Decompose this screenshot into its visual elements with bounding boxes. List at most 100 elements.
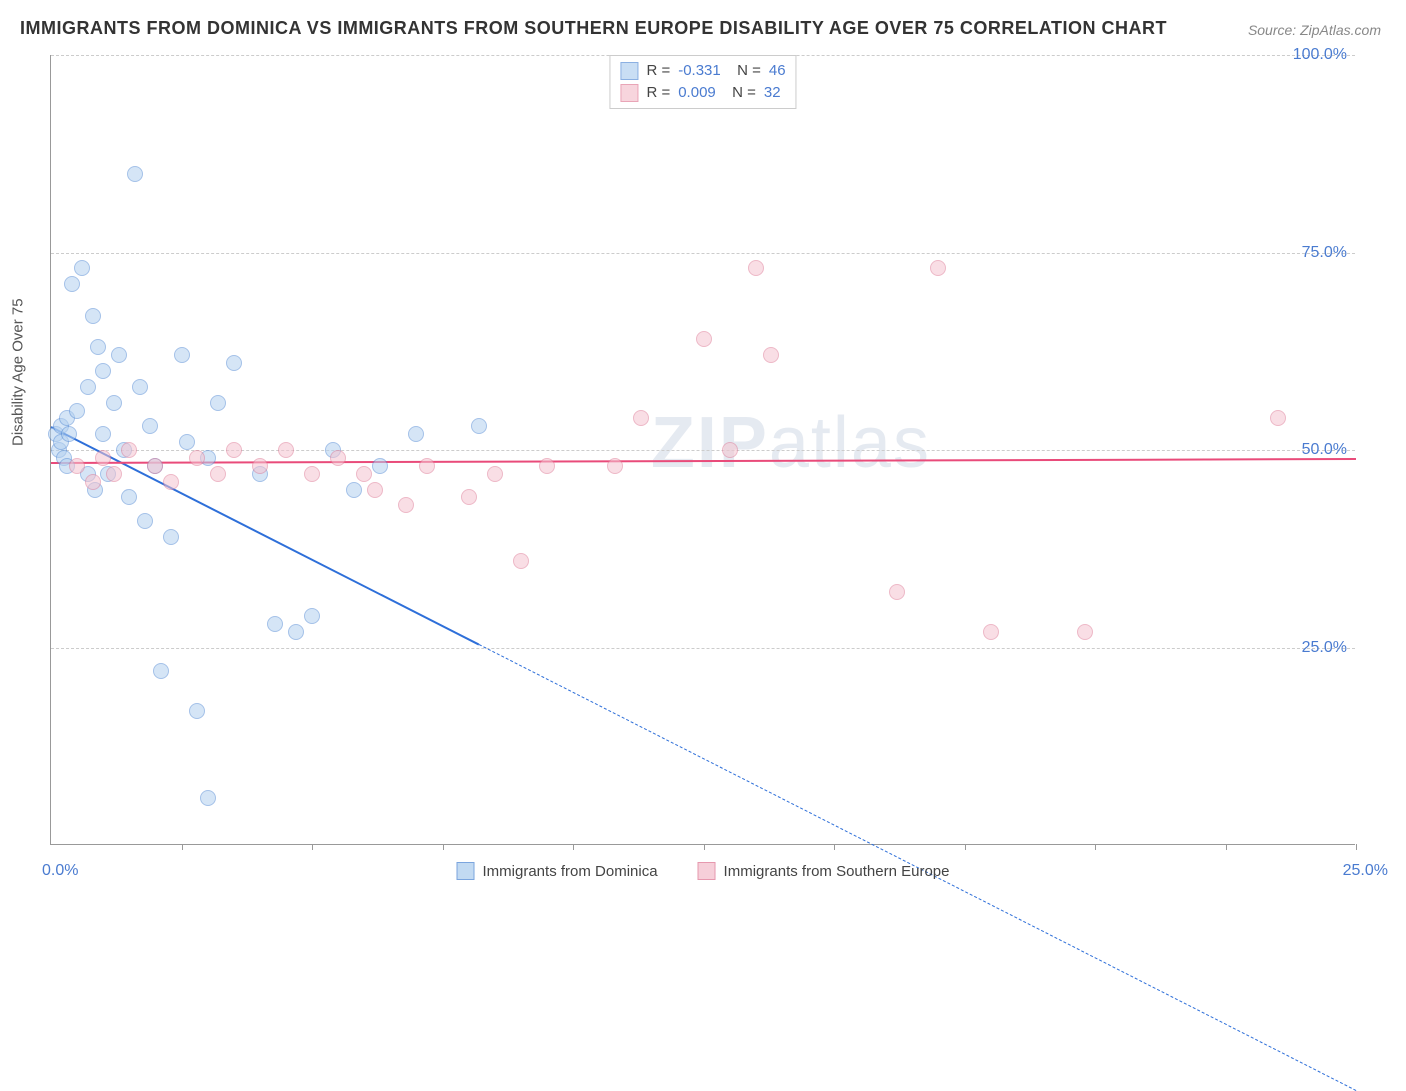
y-tick-label: 75.0% (1302, 244, 1347, 262)
data-point (226, 355, 242, 371)
data-point (69, 458, 85, 474)
source-attribution: Source: ZipAtlas.com (1248, 22, 1381, 38)
data-point (64, 276, 80, 292)
series-legend-label: Immigrants from Southern Europe (724, 863, 950, 880)
data-point (539, 458, 555, 474)
data-point (1077, 624, 1093, 640)
data-point (95, 426, 111, 442)
data-point (137, 513, 153, 529)
grid-line (51, 648, 1355, 649)
data-point (121, 489, 137, 505)
data-point (419, 458, 435, 474)
data-point (61, 426, 77, 442)
y-tick-label: 25.0% (1302, 639, 1347, 657)
data-point (267, 616, 283, 632)
data-point (398, 497, 414, 513)
data-point (278, 442, 294, 458)
data-point (367, 482, 383, 498)
data-point (85, 308, 101, 324)
x-tick (834, 844, 835, 850)
data-point (142, 418, 158, 434)
series-legend-item: Immigrants from Southern Europe (698, 862, 950, 880)
data-point (461, 489, 477, 505)
legend-n-label: N = (729, 60, 761, 82)
data-point (111, 347, 127, 363)
legend-row: R = -0.331 N = 46 (620, 60, 785, 82)
legend-r-label: R = (646, 60, 670, 82)
data-point (722, 442, 738, 458)
data-point (983, 624, 999, 640)
data-point (1270, 410, 1286, 426)
data-point (189, 450, 205, 466)
data-point (288, 624, 304, 640)
data-point (763, 347, 779, 363)
legend-swatch (698, 862, 716, 880)
data-point (252, 458, 268, 474)
data-point (153, 663, 169, 679)
data-point (304, 466, 320, 482)
data-point (748, 260, 764, 276)
data-point (106, 395, 122, 411)
chart-title: IMMIGRANTS FROM DOMINICA VS IMMIGRANTS F… (20, 18, 1167, 39)
data-point (95, 450, 111, 466)
data-point (210, 395, 226, 411)
x-axis-origin-label: 0.0% (42, 862, 78, 880)
series-legend: Immigrants from Dominica Immigrants from … (457, 862, 950, 880)
data-point (487, 466, 503, 482)
x-tick (965, 844, 966, 850)
data-point (106, 466, 122, 482)
data-point (696, 331, 712, 347)
data-point (372, 458, 388, 474)
x-tick (573, 844, 574, 850)
x-tick (443, 844, 444, 850)
legend-swatch (620, 62, 638, 80)
data-point (607, 458, 623, 474)
legend-n-value: 46 (769, 60, 786, 82)
data-point (85, 474, 101, 490)
legend-r-value: -0.331 (678, 60, 721, 82)
legend-r-label: R = (646, 82, 670, 104)
data-point (356, 466, 372, 482)
data-point (471, 418, 487, 434)
data-point (304, 608, 320, 624)
series-legend-item: Immigrants from Dominica (457, 862, 658, 880)
data-point (147, 458, 163, 474)
data-point (633, 410, 649, 426)
grid-line (51, 55, 1355, 56)
y-tick-label: 100.0% (1293, 46, 1347, 64)
data-point (330, 450, 346, 466)
legend-swatch (620, 84, 638, 102)
data-point (127, 166, 143, 182)
scatter-plot: ZIPatlas R = -0.331 N = 46R = 0.009 N = … (50, 55, 1355, 845)
x-tick (1356, 844, 1357, 850)
data-point (90, 339, 106, 355)
data-point (80, 379, 96, 395)
legend-row: R = 0.009 N = 32 (620, 82, 785, 104)
data-point (408, 426, 424, 442)
correlation-legend: R = -0.331 N = 46R = 0.009 N = 32 (609, 55, 796, 109)
data-point (163, 474, 179, 490)
data-point (189, 703, 205, 719)
data-point (226, 442, 242, 458)
series-legend-label: Immigrants from Dominica (483, 863, 658, 880)
data-point (132, 379, 148, 395)
x-tick (312, 844, 313, 850)
data-point (179, 434, 195, 450)
data-point (930, 260, 946, 276)
data-point (74, 260, 90, 276)
x-tick (704, 844, 705, 850)
legend-swatch (457, 862, 475, 880)
legend-r-value: 0.009 (678, 82, 716, 104)
data-point (200, 790, 216, 806)
x-axis-max-label: 25.0% (1343, 862, 1388, 880)
data-point (889, 584, 905, 600)
y-tick-label: 50.0% (1302, 441, 1347, 459)
data-point (210, 466, 226, 482)
legend-n-label: N = (724, 82, 756, 104)
watermark: ZIPatlas (651, 402, 931, 484)
trend-line (51, 458, 1356, 464)
data-point (513, 553, 529, 569)
x-tick (182, 844, 183, 850)
grid-line (51, 253, 1355, 254)
data-point (121, 442, 137, 458)
